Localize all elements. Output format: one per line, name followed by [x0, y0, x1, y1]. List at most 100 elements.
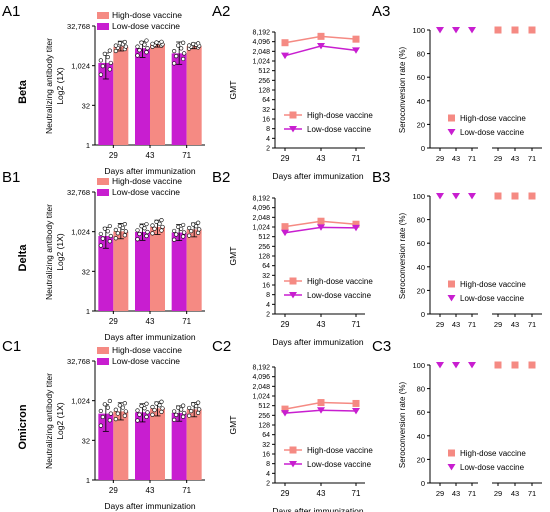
data-dot — [98, 243, 103, 248]
legend-swatch-high — [97, 12, 109, 19]
y-tick-label: 32 — [82, 436, 90, 445]
data-dot — [107, 67, 112, 72]
point-low-day71 — [468, 362, 476, 369]
y-tick-label: 0 — [421, 144, 425, 153]
data-dot — [174, 412, 179, 417]
data-dot — [187, 43, 192, 48]
data-dot — [135, 44, 140, 49]
data-dot — [191, 222, 196, 227]
point-high-day71 — [352, 220, 360, 228]
y-tick-label: 0 — [421, 479, 425, 488]
x-axis-label: Days after immunization — [104, 332, 195, 342]
y-tick-label: 80 — [417, 50, 425, 59]
data-dot — [157, 221, 162, 226]
x-tick-label: 71 — [352, 154, 361, 163]
bar-low-day43 — [135, 48, 150, 145]
data-dot — [142, 406, 147, 411]
x-tick-label: 43 — [511, 154, 519, 163]
data-dot — [179, 46, 184, 51]
x-tick-label: 29 — [109, 151, 118, 160]
data-dot — [154, 219, 159, 225]
legend-label-low: Low-dose vaccine — [460, 294, 525, 303]
row-label-delta: Delta — [17, 244, 29, 272]
data-dot — [191, 402, 196, 407]
bar-low-day43 — [135, 412, 150, 480]
data-dot — [181, 56, 186, 62]
y-tick-label: 32 — [82, 101, 90, 110]
y-tick-label: 1,024 — [252, 225, 270, 232]
y-tick-label: 2,048 — [252, 49, 270, 56]
y-tick-label: 512 — [258, 234, 270, 241]
x-tick-label: 43 — [452, 489, 460, 498]
x-tick-label: 43 — [146, 151, 155, 160]
y-tick-label: 4,096 — [252, 374, 270, 381]
data-dot — [182, 51, 187, 56]
point-low-day71 — [468, 27, 476, 34]
data-dot — [102, 51, 107, 56]
y-tick-label: 4,096 — [252, 39, 270, 46]
y-tick-label: 8 — [266, 461, 270, 468]
data-dot — [172, 61, 177, 66]
data-dot — [196, 410, 201, 415]
data-dot — [160, 224, 165, 230]
data-dot — [102, 402, 107, 407]
panel-label-B2: B2 — [212, 169, 230, 186]
bar-high-day43 — [150, 226, 165, 311]
legend-marker-high — [289, 446, 297, 454]
y-axis-label-unit: Log2 (1X) — [55, 233, 65, 270]
legend-swatch-low — [97, 189, 109, 196]
y-tick-label: 32 — [262, 273, 270, 280]
y-tick-label: 1,024 — [71, 228, 90, 237]
x-tick-label: 29 — [494, 489, 502, 498]
data-dot — [150, 41, 155, 46]
x-tick-label: 71 — [468, 489, 476, 498]
x-tick-label: 71 — [182, 151, 191, 160]
row-label-beta: Beta — [17, 79, 29, 104]
data-dot — [159, 409, 164, 415]
data-dot — [187, 225, 192, 231]
x-tick-label: 29 — [281, 154, 290, 163]
chart-B1: Neutralizing antibody titer Log2 (1X) 1 32 1… — [44, 176, 205, 342]
legend-label-high: High-dose vaccine — [112, 176, 182, 186]
y-axis-label-unit: Log2 (1X) — [55, 67, 65, 104]
y-tick-label: 32 — [262, 107, 270, 114]
data-dot — [144, 222, 149, 227]
data-dot — [154, 401, 159, 406]
data-dot — [182, 230, 187, 235]
x-tick-label: 71 — [468, 320, 476, 329]
y-tick-label: 512 — [258, 403, 270, 410]
chart-C2: GMT 2 4 8 16 32 64 128 256 512 1,024 2,048 4,096 8,19… — [228, 365, 373, 512]
y-tick-label: 20 — [417, 286, 425, 295]
data-dot — [189, 229, 194, 234]
data-dot — [100, 64, 105, 69]
x-tick-label: 29 — [494, 154, 502, 163]
data-dot — [176, 224, 181, 230]
x-tick-label: 43 — [317, 154, 326, 163]
data-dot — [196, 400, 201, 405]
x-tick-label: 71 — [528, 154, 536, 163]
legend-swatch-low — [97, 23, 109, 30]
data-dot — [120, 225, 125, 231]
y-tick-label: 1 — [86, 307, 90, 316]
y-axis-label: GMT — [228, 416, 238, 435]
y-tick-label: 32,768 — [67, 357, 90, 366]
x-tick-label: 29 — [436, 154, 444, 163]
data-dot — [123, 229, 128, 234]
data-dot — [197, 407, 202, 412]
data-dot — [172, 49, 177, 54]
x-axis-label: Days after immunization — [104, 501, 195, 511]
point-low-day29 — [281, 52, 289, 60]
y-axis-label: Seroconversion rate (%) — [398, 213, 407, 300]
data-dot — [172, 228, 177, 234]
x-tick-label: 43 — [511, 320, 519, 329]
x-axis-label: Days after immunization — [104, 166, 195, 176]
bar-high-day71 — [186, 229, 202, 311]
chart-A3: Seroconversion rate (%) 0 20 40 60 80 100 29 43 7… — [398, 26, 542, 163]
y-tick-label: 8,192 — [252, 30, 270, 37]
data-dot — [174, 54, 179, 59]
point-high-day29 — [281, 39, 289, 47]
data-dot — [150, 404, 155, 410]
data-dot — [145, 229, 150, 235]
legend-label-low: Low-dose vaccine — [307, 460, 372, 469]
legend-marker-high — [289, 277, 297, 285]
